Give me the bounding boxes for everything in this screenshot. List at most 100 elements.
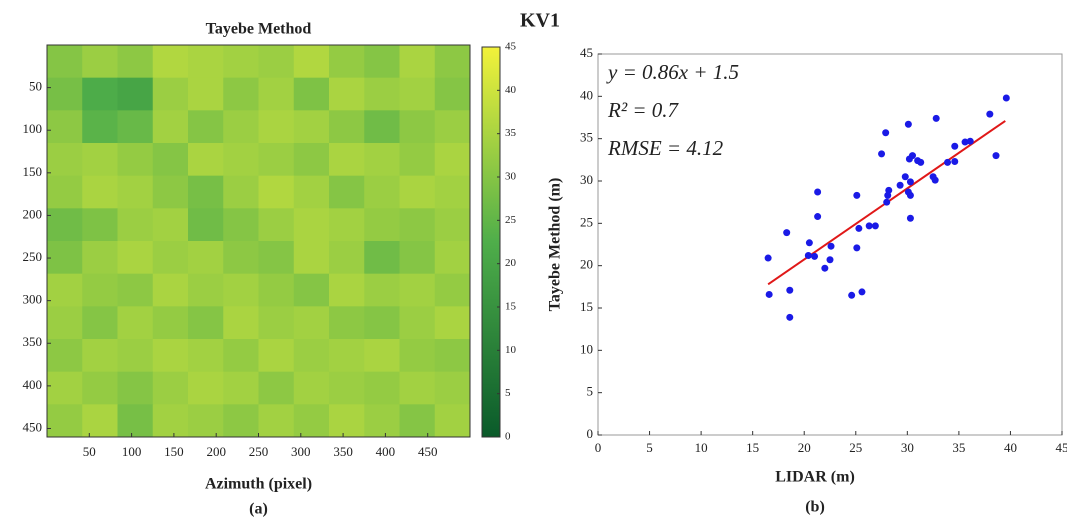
heat-cell [117, 175, 154, 209]
heat-cell [399, 110, 436, 144]
heat-cell [117, 110, 154, 144]
heat-cell [152, 110, 189, 144]
heat-cell [47, 404, 83, 438]
heat-cell [188, 175, 224, 209]
data-point [882, 129, 890, 137]
heat-cell [47, 241, 83, 275]
heat-cell [329, 77, 365, 111]
annotation: R² = 0.7 [607, 98, 680, 122]
x-tick-label: 45 [1056, 440, 1067, 455]
y-tick-label: 25 [580, 214, 593, 229]
data-point [814, 213, 822, 221]
heat-cell [434, 404, 471, 438]
x-tick-label: 150 [164, 444, 184, 459]
colorbar-tick-label: 35 [505, 127, 517, 139]
heat-cell [47, 306, 83, 340]
heat-cell [293, 339, 330, 373]
data-point [966, 137, 974, 145]
y-tick-label: 5 [587, 384, 594, 399]
heat-cell [223, 241, 259, 275]
heat-cell [329, 339, 365, 373]
heat-cell [293, 404, 330, 438]
data-point [906, 214, 914, 222]
heat-cell [399, 241, 436, 275]
x-tick-label: 15 [746, 440, 759, 455]
data-point [853, 244, 861, 252]
x-axis-label: LIDAR (m) [775, 469, 855, 486]
heat-cell [152, 339, 189, 373]
heat-cell [399, 77, 436, 111]
heat-cell [152, 45, 189, 79]
heat-cell [47, 339, 83, 373]
heat-cell [364, 175, 400, 209]
data-point [951, 142, 959, 150]
data-point [883, 198, 891, 206]
heat-cell [329, 404, 365, 438]
x-tick-label: 30 [901, 440, 914, 455]
y-tick-label: 15 [580, 299, 593, 314]
heat-cell [329, 306, 365, 340]
heat-cell [117, 371, 154, 405]
heat-cell [188, 306, 224, 340]
heat-cell [258, 208, 295, 242]
heat-cell [293, 110, 330, 144]
heat-cell [188, 143, 224, 177]
heat-cell [399, 175, 436, 209]
heat-cell [258, 273, 295, 307]
heat-cell [117, 273, 154, 307]
heat-cell [329, 45, 365, 79]
y-tick-label: 35 [580, 130, 593, 145]
heat-cell [293, 175, 330, 209]
heat-cell [152, 175, 189, 209]
heat-cell [223, 273, 259, 307]
x-tick-label: 450 [418, 444, 438, 459]
colorbar-tick-label: 10 [505, 344, 517, 356]
data-point [871, 222, 879, 230]
colorbar-tick-label: 5 [505, 387, 511, 399]
heat-cell [293, 45, 330, 79]
y-tick-label: 450 [23, 419, 43, 434]
heat-cell [82, 339, 118, 373]
colorbar [481, 46, 501, 438]
x-axis-label: Azimuth (pixel) [205, 476, 312, 493]
heat-cell [258, 175, 295, 209]
heat-cell [47, 273, 83, 307]
heat-cell [364, 306, 400, 340]
heat-cell [329, 371, 365, 405]
heat-cell [293, 273, 330, 307]
heat-cell [258, 306, 295, 340]
heat-cell [364, 45, 400, 79]
data-point [826, 256, 834, 264]
heat-cell [399, 45, 436, 79]
heat-cell [188, 110, 224, 144]
heat-cell [47, 77, 83, 111]
heat-cell [258, 371, 295, 405]
heat-cell [434, 371, 471, 405]
heat-cell [223, 404, 259, 438]
data-point [783, 229, 791, 237]
x-tick-label: 100 [122, 444, 142, 459]
x-tick-label: 40 [1004, 440, 1017, 455]
data-point [827, 242, 835, 250]
heat-cell [293, 208, 330, 242]
heat-cell [152, 404, 189, 438]
heat-cell [223, 339, 259, 373]
data-point [885, 186, 893, 194]
heat-cell [82, 77, 118, 111]
heat-cell [82, 143, 118, 177]
data-point [904, 188, 912, 196]
heat-cell [117, 143, 154, 177]
heat-cell [82, 241, 118, 275]
heat-cell [258, 143, 295, 177]
heat-cell [82, 110, 118, 144]
heat-cell [188, 273, 224, 307]
heat-cell [364, 208, 400, 242]
heat-cell [258, 404, 295, 438]
y-tick-label: 45 [580, 45, 593, 60]
heat-cell [188, 339, 224, 373]
heat-cell [82, 371, 118, 405]
heat-cell [364, 241, 400, 275]
data-point [805, 239, 813, 247]
heat-cell [329, 143, 365, 177]
data-point [951, 158, 959, 166]
